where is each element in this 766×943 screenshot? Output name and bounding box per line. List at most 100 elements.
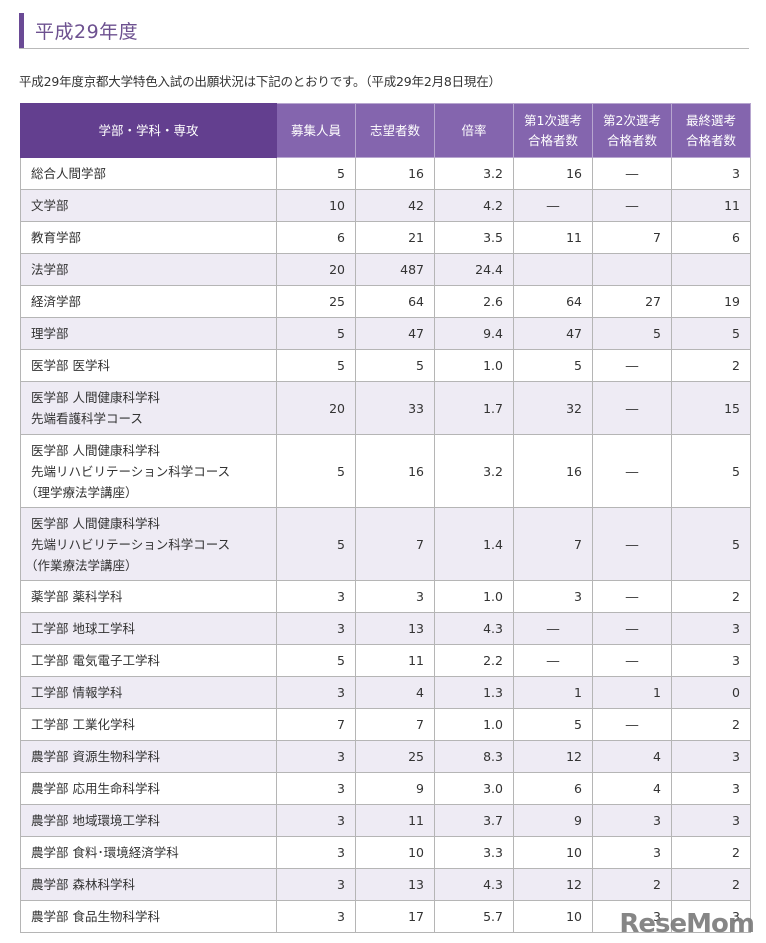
first-pass-cell: 64 (513, 285, 593, 318)
faculty-name-cell: 医学部 人間健康科学科 先端看護科学コース (20, 381, 277, 435)
second-pass-cell: 3 (592, 836, 672, 869)
first-pass-cell: ― (513, 644, 593, 677)
first-pass-cell: 12 (513, 740, 593, 773)
first-pass-cell: 10 (513, 900, 593, 933)
faculty-name-line: 農学部 応用生命科学科 (31, 781, 160, 796)
resemom-watermark-logo: ReseMom (619, 909, 755, 939)
quota-cell: 5 (276, 644, 356, 677)
header-label-line: 学部・学科・専攻 (98, 122, 199, 138)
faculty-name-cell: 医学部 人間健康科学科 先端リハビリテーション科学コース （理学療法学講座） (20, 434, 277, 508)
faculty-name-line: 教育学部 (31, 230, 82, 245)
column-header-quota: 募集人員 (276, 103, 356, 158)
first-pass-cell: ― (513, 612, 593, 645)
column-header-ratio: 倍率 (434, 103, 514, 158)
quota-cell: 3 (276, 772, 356, 805)
table-row: 文学部 10 42 4.2 ― ― 11 (20, 189, 751, 222)
column-header-first-pass: 第1次選考 合格者数 (513, 103, 593, 158)
faculty-name-cell: 農学部 食品生物科学科 (20, 900, 277, 933)
table-row: 工学部 情報学科 3 4 1.3 1 1 0 (20, 676, 751, 709)
faculty-name-cell: 工学部 地球工学科 (20, 612, 277, 645)
quota-cell: 3 (276, 740, 356, 773)
header-label-line: 合格者数 (527, 132, 578, 148)
applicants-cell: 16 (355, 434, 435, 508)
final-pass-cell: 3 (671, 612, 751, 645)
final-pass-cell: 5 (671, 434, 751, 508)
page-title: 平成29年度 (35, 21, 139, 43)
ratio-cell: 9.4 (434, 317, 514, 350)
faculty-name-cell: 経済学部 (20, 285, 277, 318)
ratio-cell: 3.7 (434, 804, 514, 837)
application-status-table: 学部・学科・専攻 募集人員 志望者数 倍率 第1次選考 合格者数 第2次選考 合格者数 最終選考… (20, 103, 751, 933)
faculty-name-line: 経済学部 (31, 294, 82, 309)
ratio-cell: 5.7 (434, 900, 514, 933)
faculty-name-line: 工学部 地球工学科 (31, 621, 135, 636)
header-label-line: 志望者数 (369, 122, 420, 138)
table-row: 法学部 20 487 24.4 (20, 253, 751, 286)
first-pass-cell: 7 (513, 507, 593, 581)
header-label-line: 募集人員 (290, 122, 341, 138)
final-pass-cell: 5 (671, 317, 751, 350)
second-pass-cell: ― (592, 189, 672, 222)
faculty-name-cell: 農学部 森林科学科 (20, 868, 277, 901)
quota-cell: 5 (276, 317, 356, 350)
faculty-name-cell: 工学部 電気電子工学科 (20, 644, 277, 677)
section-heading: 平成29年度 (19, 13, 749, 49)
table-row: 工学部 電気電子工学科 5 11 2.2 ― ― 3 (20, 644, 751, 677)
faculty-name-cell: 農学部 地域環境工学科 (20, 804, 277, 837)
applicants-cell: 13 (355, 612, 435, 645)
ratio-cell: 4.2 (434, 189, 514, 222)
faculty-name-line: 先端看護科学コース (31, 411, 143, 426)
faculty-name-cell: 総合人間学部 (20, 157, 277, 190)
faculty-name-line: 工学部 工業化学科 (31, 717, 135, 732)
faculty-name-line: 工学部 電気電子工学科 (31, 653, 160, 668)
quota-cell: 3 (276, 612, 356, 645)
first-pass-cell: 6 (513, 772, 593, 805)
first-pass-cell: 5 (513, 349, 593, 382)
second-pass-cell: ― (592, 434, 672, 508)
faculty-name-line: （理学療法学講座） (25, 484, 138, 500)
header-label-line: 合格者数 (685, 132, 736, 148)
first-pass-cell: 32 (513, 381, 593, 435)
faculty-name-cell: 理学部 (20, 317, 277, 350)
ratio-cell: 1.7 (434, 381, 514, 435)
faculty-name-line: 農学部 食料･環境経済学科 (31, 845, 179, 860)
table-row: 教育学部 6 21 3.5 11 7 6 (20, 221, 751, 254)
quota-cell: 3 (276, 836, 356, 869)
faculty-name-cell: 農学部 資源生物科学科 (20, 740, 277, 773)
first-pass-cell: 16 (513, 434, 593, 508)
final-pass-cell: 3 (671, 157, 751, 190)
table-row: 農学部 食品生物科学科 3 17 5.7 10 3 3 (20, 900, 751, 933)
applicants-cell: 16 (355, 157, 435, 190)
applicants-cell: 7 (355, 507, 435, 581)
table-body: 総合人間学部 5 16 3.2 16 ― 3 文学部 10 42 4.2 ― ― 11 教育学部 6 21 3.5… (20, 157, 751, 933)
table-row: 総合人間学部 5 16 3.2 16 ― 3 (20, 157, 751, 190)
second-pass-cell: 4 (592, 772, 672, 805)
faculty-name-line: 文学部 (31, 198, 69, 213)
table-row: 農学部 資源生物科学科 3 25 8.3 12 4 3 (20, 740, 751, 773)
quota-cell: 3 (276, 868, 356, 901)
table-row: 医学部 医学科 5 5 1.0 5 ― 2 (20, 349, 751, 382)
final-pass-cell: 15 (671, 381, 751, 435)
ratio-cell: 1.0 (434, 349, 514, 382)
quota-cell: 20 (276, 381, 356, 435)
ratio-cell: 1.0 (434, 580, 514, 613)
first-pass-cell: 5 (513, 708, 593, 741)
faculty-name-cell: 工学部 工業化学科 (20, 708, 277, 741)
quota-cell: 6 (276, 221, 356, 254)
applicants-cell: 11 (355, 804, 435, 837)
faculty-name-cell: 工学部 情報学科 (20, 676, 277, 709)
first-pass-cell: 11 (513, 221, 593, 254)
table-row: 農学部 地域環境工学科 3 11 3.7 9 3 3 (20, 804, 751, 837)
second-pass-cell: ― (592, 349, 672, 382)
faculty-name-cell: 医学部 人間健康科学科 先端リハビリテーション科学コース （作業療法学講座） (20, 507, 277, 581)
table-row: 工学部 工業化学科 7 7 1.0 5 ― 2 (20, 708, 751, 741)
final-pass-cell: 19 (671, 285, 751, 318)
column-header-final-pass: 最終選考 合格者数 (671, 103, 751, 158)
applicants-cell: 33 (355, 381, 435, 435)
final-pass-cell: 2 (671, 708, 751, 741)
final-pass-cell: 3 (671, 804, 751, 837)
first-pass-cell: 47 (513, 317, 593, 350)
second-pass-cell: 27 (592, 285, 672, 318)
applicants-cell: 17 (355, 900, 435, 933)
faculty-name-line: 薬学部 薬科学科 (31, 589, 123, 604)
